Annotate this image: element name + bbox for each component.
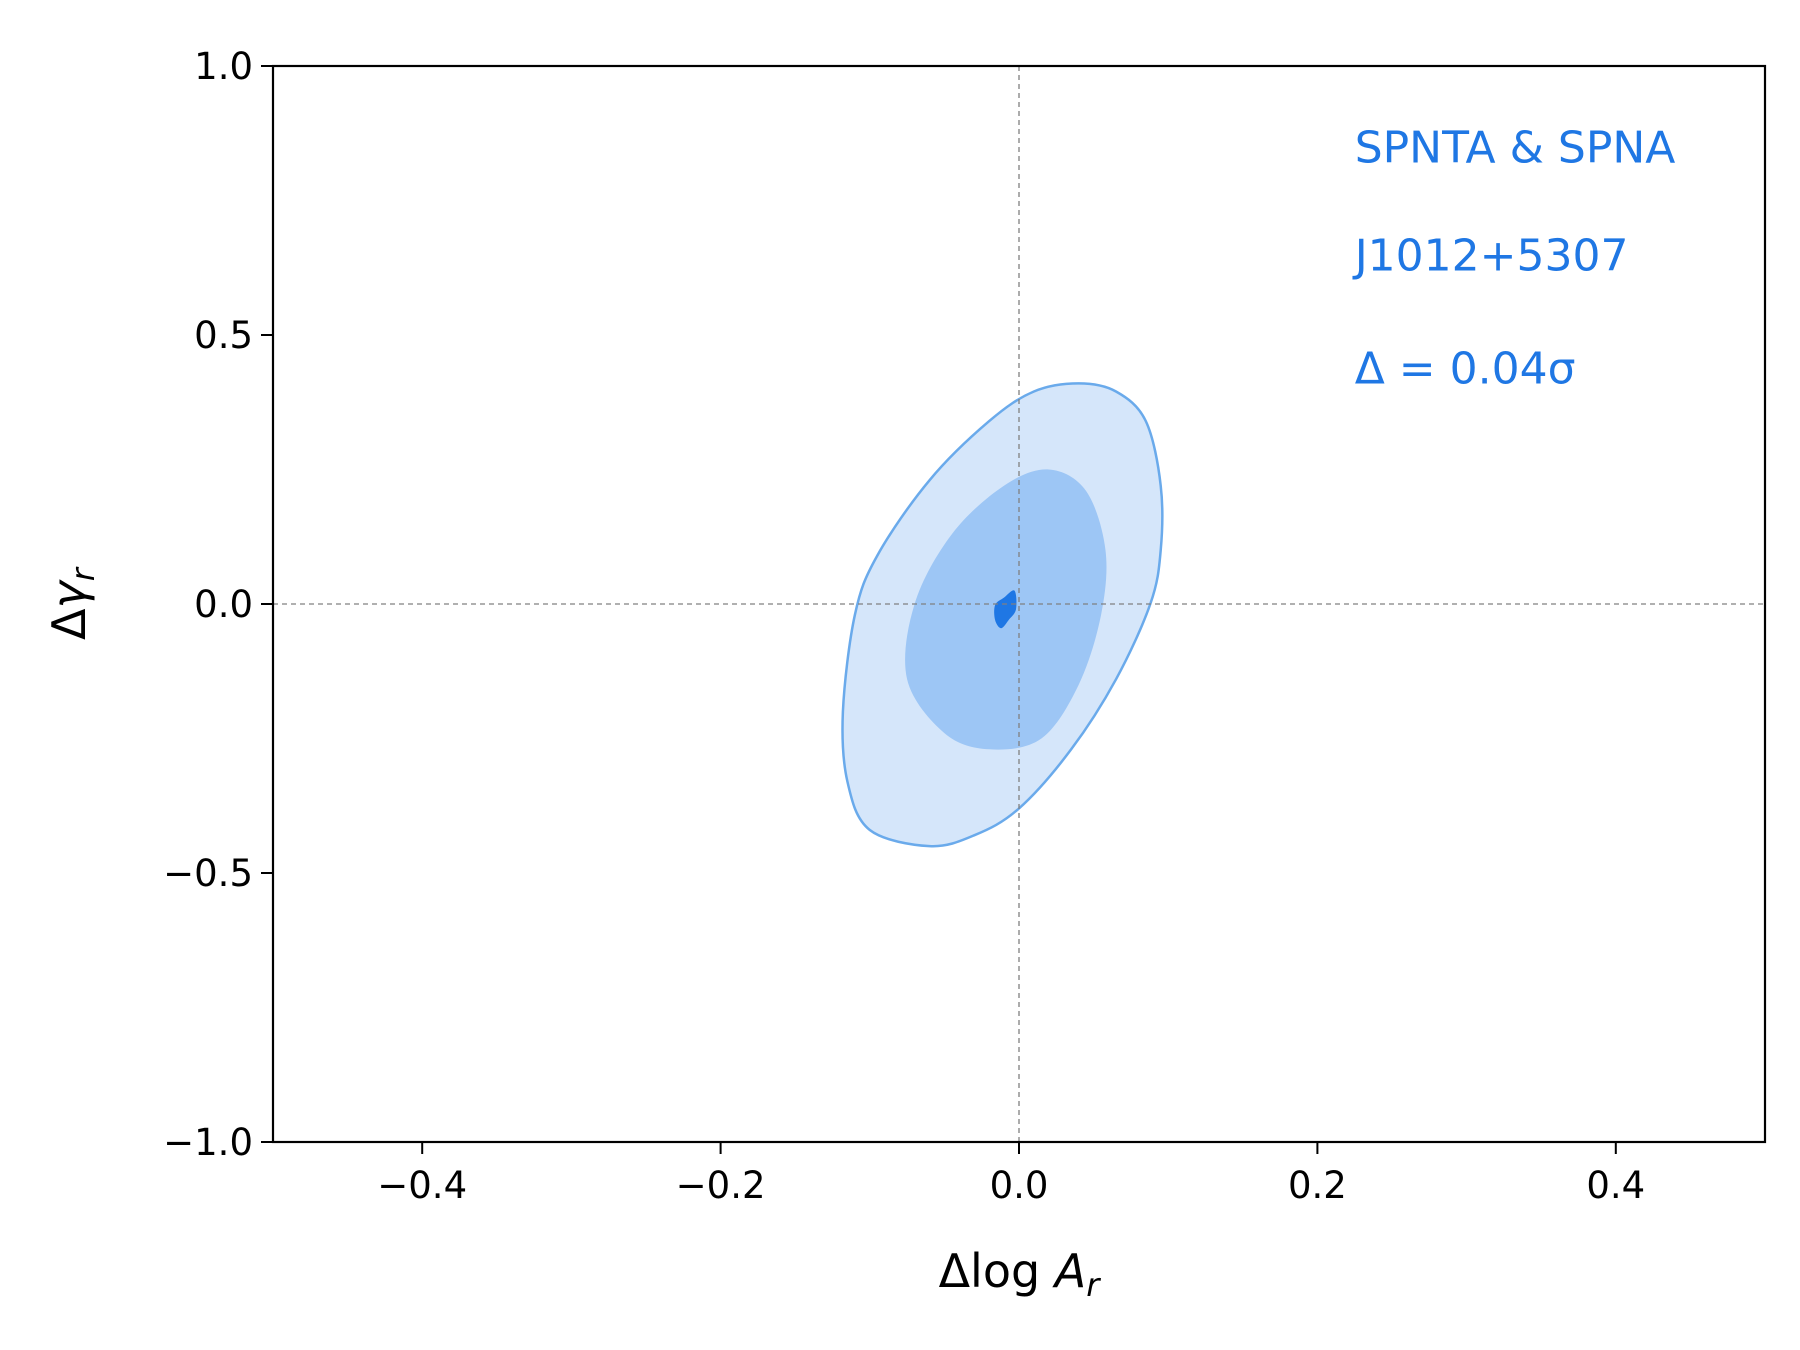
y-tick-label: −1.0: [163, 1121, 253, 1164]
y-axis-ticks: −1.0 −0.5 0.0 0.5 1.0: [163, 45, 273, 1164]
annotation-text: Δ = 0.04σ: [1355, 343, 1576, 394]
x-tick-label: 0.2: [1288, 1164, 1347, 1207]
x-axis-ticks: −0.4 −0.2 0.0 0.2 0.4: [377, 1142, 1645, 1207]
annotation-text: J1012+5307: [1352, 230, 1629, 281]
x-tick-label: −0.2: [676, 1164, 766, 1207]
x-axis-label: Δlog Ar: [939, 1244, 1102, 1304]
y-tick-label: −0.5: [163, 852, 253, 895]
y-axis-label: Δγr: [42, 566, 102, 640]
y-tick-label: 0.0: [194, 583, 253, 626]
x-tick-label: 0.0: [990, 1164, 1049, 1207]
contour-inner: [994, 590, 1017, 629]
y-tick-label: 0.5: [194, 314, 253, 357]
annotation-text: SPNTA & SPNA: [1355, 123, 1676, 174]
x-tick-label: −0.4: [377, 1164, 467, 1207]
x-tick-label: 0.4: [1586, 1164, 1645, 1207]
contour-layer: [841, 382, 1164, 848]
y-tick-label: 1.0: [194, 45, 253, 88]
reference-lines: [273, 66, 1765, 1142]
annotations: SPNTA & SPNA J1012+5307 Δ = 0.04σ: [1352, 123, 1676, 395]
